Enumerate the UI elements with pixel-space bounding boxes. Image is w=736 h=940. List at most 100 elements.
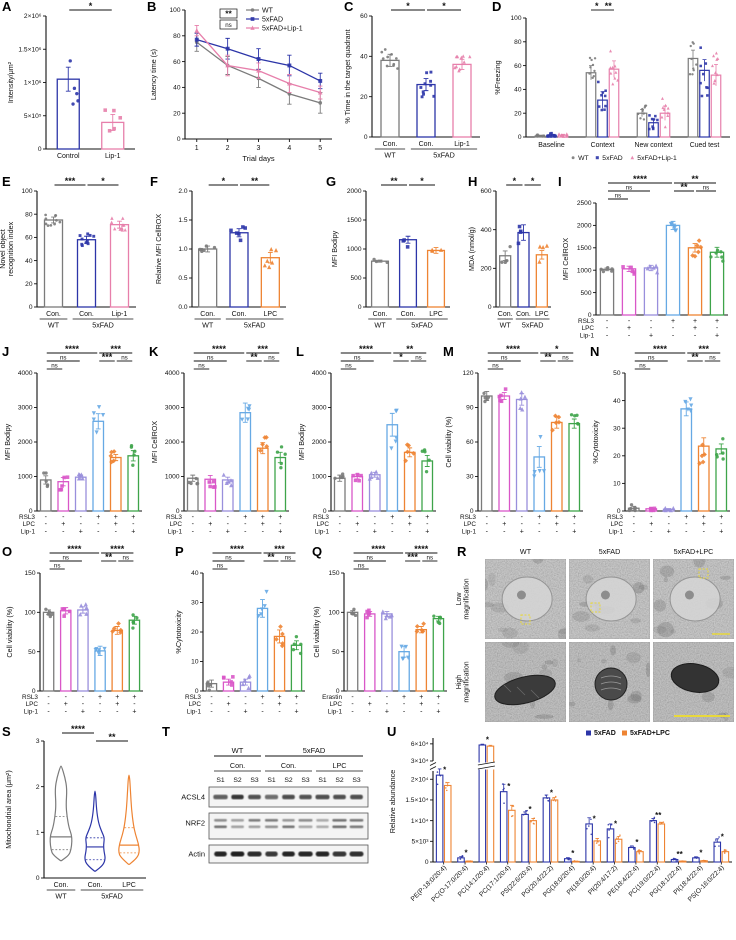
svg-text:PE(P-18:0/20:4): PE(P-18:0/20:4) (410, 864, 448, 902)
band (248, 819, 261, 822)
band (315, 794, 330, 800)
bar (550, 421, 563, 512)
svg-text:100: 100 (328, 610, 339, 617)
bar (109, 223, 130, 308)
error-bar (521, 224, 526, 241)
svg-text:60: 60 (25, 235, 33, 242)
svg-text:*: * (513, 176, 517, 186)
svg-text:ns: ns (639, 363, 646, 370)
svg-text:****: **** (633, 175, 648, 184)
svg-text:+: + (627, 325, 631, 332)
svg-text:Lip-1: Lip-1 (24, 708, 39, 715)
band (213, 794, 228, 800)
svg-text:0: 0 (470, 508, 474, 515)
band (333, 794, 346, 800)
band (332, 851, 347, 857)
svg-text:-: - (668, 514, 671, 521)
svg-text:ns: ns (354, 355, 361, 362)
svg-text:1.0: 1.0 (178, 246, 187, 253)
svg-text:WT: WT (232, 746, 244, 755)
svg-text:20: 20 (514, 110, 522, 117)
svg-text:**: ** (544, 352, 552, 362)
svg-text:5xFAD: 5xFAD (594, 730, 616, 737)
chart-k: 0 1000 2000 3000 4000 MFI CellROX RSL3- - - + + + LP… (147, 344, 294, 545)
svg-text:5xFAD: 5xFAD (101, 892, 123, 901)
bar (128, 619, 141, 692)
svg-text:+: + (436, 694, 440, 701)
svg-text:New context: New context (635, 142, 673, 149)
svg-text:+: + (649, 521, 653, 528)
svg-text:RSL3: RSL3 (460, 514, 476, 521)
svg-text:-: - (244, 694, 247, 701)
svg-text:+: + (243, 708, 247, 715)
svg-text:80: 80 (25, 211, 33, 218)
svg-text:+: + (402, 694, 406, 701)
svg-text:-: - (227, 521, 230, 528)
svg-text:-: - (556, 528, 559, 535)
svg-text:%Cytotoxicity: %Cytotoxicity (591, 420, 600, 464)
svg-text:S3: S3 (250, 777, 259, 784)
svg-text:+: + (261, 521, 265, 528)
band (332, 819, 347, 822)
band (316, 819, 329, 822)
svg-text:Con.: Con. (46, 311, 61, 318)
svg-text:+: + (226, 701, 230, 708)
svg-text:60: 60 (466, 439, 474, 446)
svg-text:**: ** (225, 9, 232, 19)
svg-text:Relative abundance: Relative abundance (388, 770, 397, 834)
panel-m: M 0 30 60 90 120 Cell viability (%) RSL3- - - + + + L… (441, 344, 588, 545)
svg-text:ns: ns (207, 355, 214, 362)
svg-text:-: - (133, 701, 136, 708)
svg-text:***: *** (407, 552, 418, 562)
bar (229, 232, 249, 308)
svg-text:40: 40 (173, 85, 181, 92)
panel-a: A 0 5×10⁵ 1×10⁶ 1.5×10⁶ 2×10⁶ Intensity/μm² Con… (0, 0, 145, 175)
svg-text:-: - (80, 514, 83, 521)
bar (643, 267, 659, 316)
svg-text:150: 150 (328, 570, 339, 577)
em-image (569, 559, 650, 639)
svg-text:-: - (606, 332, 609, 339)
svg-text:80: 80 (173, 33, 181, 40)
svg-text:100: 100 (169, 7, 180, 14)
svg-text:40: 40 (25, 258, 33, 265)
svg-text:Con.: Con. (373, 311, 388, 318)
svg-text:500: 500 (350, 275, 361, 282)
violin (118, 774, 140, 865)
svg-text:LPC: LPC (26, 701, 39, 708)
svg-text:ns: ns (285, 555, 292, 562)
svg-text:-: - (115, 528, 118, 535)
svg-text:+: + (385, 708, 389, 715)
svg-text:+: + (390, 514, 394, 521)
band (349, 819, 364, 822)
bar (521, 813, 529, 863)
svg-text:5xFAD: 5xFAD (303, 746, 326, 755)
svg-text:5xFAD: 5xFAD (262, 16, 283, 23)
panel-label-c: C (344, 0, 354, 14)
panel-g: G 0 500 1000 1500 2000 MFI Bodipy Con. Con. LPC WT… (324, 174, 466, 345)
svg-text:Con.: Con. (498, 311, 513, 318)
panel-d: D 0 20 40 60 80 100 %Freezing Baseline Context New… (490, 0, 736, 175)
svg-text:5xFAD+LPC: 5xFAD+LPC (674, 547, 714, 556)
lipid-chart: 0 5×10³ 1×10⁴ 1.5×10⁴ 2×10⁴ 3×10⁴ 6×10⁴ Relativ… (388, 730, 732, 904)
svg-text:-: - (209, 514, 212, 521)
svg-text:MFI Bodipy: MFI Bodipy (330, 230, 339, 267)
bar (499, 791, 508, 863)
svg-text:1000: 1000 (312, 474, 327, 481)
error-bar (571, 418, 577, 429)
svg-text:10: 10 (613, 481, 621, 488)
svg-text:WT: WT (578, 155, 589, 162)
svg-text:-: - (391, 528, 394, 535)
panel-label-j: J (2, 344, 10, 359)
svg-text:MDA (nmol/g): MDA (nmol/g) (467, 227, 476, 271)
svg-text:LPC: LPC (464, 521, 477, 528)
svg-text:-: - (279, 521, 282, 528)
axes (595, 203, 728, 316)
bar (94, 650, 106, 692)
svg-text:MFI CellROX: MFI CellROX (561, 238, 570, 281)
band (265, 851, 278, 857)
